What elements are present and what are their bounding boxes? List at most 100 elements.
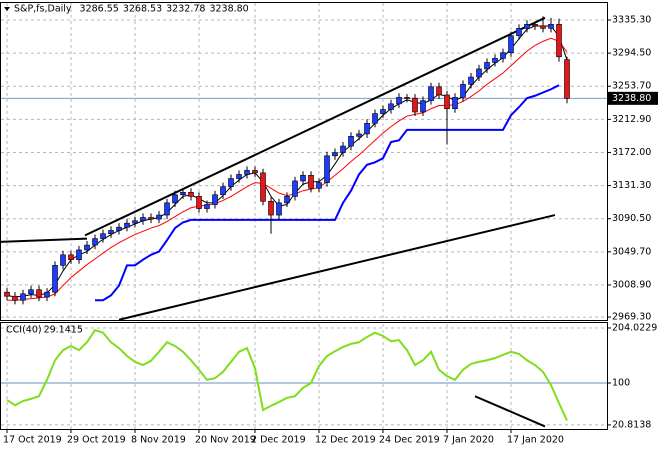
candle-body [372, 113, 378, 124]
candle-body [284, 196, 290, 204]
x-tick-label: 29 Oct 2019 [67, 435, 126, 446]
candle-body [380, 109, 386, 114]
candle-body [164, 202, 170, 216]
candle-body [196, 196, 202, 209]
candle-body [396, 97, 402, 105]
candle-body [116, 226, 122, 231]
trendline [0, 237, 88, 243]
x-tick-label: 24 Dec 2019 [379, 435, 440, 446]
candle-body [20, 293, 26, 301]
main-frame [0, 2, 608, 321]
candle-body [268, 200, 274, 216]
candle-body [404, 97, 410, 99]
y-tick-label: 3008.90 [612, 279, 651, 290]
candle-body [500, 52, 506, 59]
cci-panel [1, 324, 607, 429]
candle-body [556, 24, 562, 58]
candle-body [516, 28, 522, 36]
y-tick-label: 3172.00 [612, 147, 651, 158]
candle-body [492, 58, 498, 63]
candle-body [468, 76, 474, 85]
candle-body [236, 174, 242, 179]
candle-body [220, 186, 226, 196]
y-tick-label: 3335.30 [612, 15, 651, 26]
candle-body [508, 35, 514, 54]
header-value: 3286.55 [80, 4, 119, 15]
candle-body [364, 123, 370, 135]
x-tick-label: 7 Jan 2020 [443, 435, 494, 446]
candle-body [68, 254, 74, 260]
candle-body [292, 180, 298, 197]
candle-body [60, 254, 66, 266]
cci-value: 29.1415 [44, 325, 83, 336]
y-tick-label: 3253.70 [612, 81, 651, 92]
y-tick-label: 3090.50 [612, 213, 651, 224]
trendline [474, 395, 546, 428]
main-grid [1, 3, 607, 319]
cci-label: CCI(40) [6, 325, 42, 336]
candle-body [172, 194, 178, 204]
y-tick-label: 3131.30 [612, 180, 651, 191]
x-tick-label: 12 Dec 2019 [315, 435, 376, 446]
candle-body [4, 291, 10, 297]
y-tick-label: 100 [612, 378, 630, 389]
candle-body [228, 178, 234, 187]
candle-body [348, 136, 354, 147]
candle-body [108, 230, 114, 235]
candle-body [36, 289, 42, 298]
last-price-label: 3238.80 [612, 93, 651, 104]
candle-body [140, 217, 146, 222]
candle-body [324, 155, 330, 183]
candle-body [452, 97, 458, 110]
y-tick-label: 2969.30 [612, 312, 651, 323]
header-value: 3232.78 [166, 4, 205, 15]
candle-body [252, 170, 258, 174]
x-tick-label: 8 Nov 2019 [131, 435, 186, 446]
candle-body [356, 133, 362, 137]
trendline [118, 214, 556, 321]
candle-body [28, 289, 34, 295]
candle-body [212, 194, 218, 205]
candle-body [100, 233, 106, 239]
candle-body [156, 214, 162, 220]
candle-body [308, 174, 314, 189]
candle-body [484, 62, 490, 70]
y-tick-label: 3049.70 [612, 246, 651, 257]
candle-body [12, 295, 18, 301]
candle-body [532, 24, 538, 27]
candle-body [300, 174, 306, 182]
last-price-box [608, 91, 658, 105]
collapse-icon [4, 7, 10, 11]
cci-frame [0, 322, 608, 430]
x-tick-label: 17 Oct 2019 [3, 435, 62, 446]
cci-line [6, 328, 568, 421]
candle-body [188, 192, 194, 197]
candle-body [340, 145, 346, 153]
y-tick-label: 20.8138 [612, 419, 651, 430]
candle-body [476, 68, 482, 78]
candle-body [132, 220, 138, 224]
candle-body [180, 192, 186, 196]
overlay-line [95, 84, 560, 302]
candle-body [412, 97, 418, 113]
x-tick-label: 2 Dec 2019 [251, 435, 306, 446]
candle-body [540, 25, 546, 29]
candle-body [204, 204, 210, 209]
candle-body [388, 103, 394, 110]
header-value: 3238.80 [209, 4, 248, 15]
x-tick-label: 17 Jan 2020 [507, 435, 564, 446]
candle-body [460, 84, 466, 98]
candle-body [148, 217, 154, 220]
symbol-title: S&P,fs,Daily [14, 4, 72, 15]
candle-body [84, 244, 90, 251]
candle-body [420, 100, 426, 113]
candle-body [124, 222, 130, 228]
main-panel [0, 16, 607, 321]
candle-body [436, 86, 442, 96]
candle-body [244, 170, 250, 175]
y-tick-label: 204.0229 [612, 322, 657, 333]
trendline [84, 16, 546, 237]
